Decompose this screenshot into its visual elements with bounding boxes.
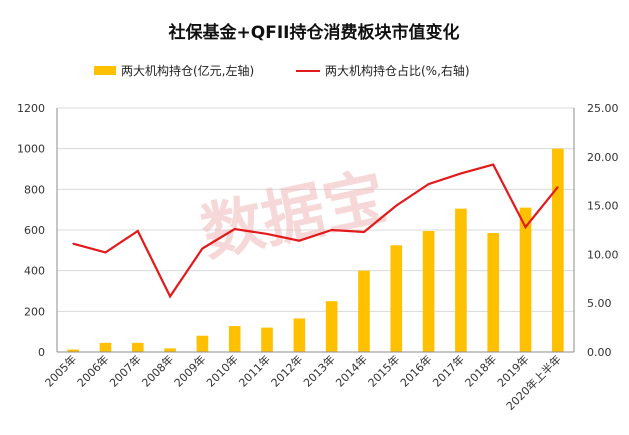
x-tick-label: 2015年 <box>365 352 402 389</box>
y-left-tick-label: 800 <box>24 183 45 196</box>
line-series <box>72 163 559 299</box>
y-right-tick-label: 20.00 <box>587 151 619 164</box>
line-point <box>104 251 107 254</box>
y-right-tick-label: 0.00 <box>587 346 612 359</box>
legend: 两大机构持仓(亿元,左轴) 两大机构持仓占比(%,右轴) <box>94 63 470 78</box>
x-tick-label: 2006年 <box>74 352 111 389</box>
bar <box>487 233 500 352</box>
line-point <box>395 204 398 207</box>
y-left-tick-label: 400 <box>24 265 45 278</box>
line-point <box>266 233 268 235</box>
bar <box>293 318 306 352</box>
bar <box>455 208 467 352</box>
y-left-tick-label: 600 <box>24 224 45 237</box>
y-left-tick-label: 0 <box>38 346 45 359</box>
bar <box>422 231 435 352</box>
axes <box>56 108 575 353</box>
bar <box>99 342 112 352</box>
y-right-tick-label: 25.00 <box>587 102 619 115</box>
x-tick-label: 2005年 <box>42 352 79 389</box>
legend-bar-label: 两大机构持仓(亿元,左轴) <box>121 63 254 78</box>
x-tick-label: 2014年 <box>333 352 370 389</box>
line-point <box>427 183 430 185</box>
line-point <box>169 295 171 298</box>
line-point <box>201 247 204 250</box>
y-left-tick-label: 200 <box>24 305 45 318</box>
x-tick-label: 2008年 <box>139 352 176 389</box>
y-axis-right: 0.00 5.00 10.00 15.00 20.00 25.00 <box>587 102 619 359</box>
line-point <box>233 228 236 230</box>
bar <box>552 148 564 352</box>
x-tick-label: 2016年 <box>397 352 434 389</box>
line-point <box>330 229 333 231</box>
y-right-tick-label: 10.00 <box>587 248 619 261</box>
line-point <box>524 226 527 228</box>
bar-series <box>67 148 564 352</box>
bar <box>67 349 79 352</box>
chart-title: 社保基金+QFII持仓消费板块市值变化 <box>168 22 460 43</box>
line-point <box>72 242 74 245</box>
line-point <box>460 172 462 175</box>
x-tick-label: 2011年 <box>236 352 273 389</box>
line-point <box>557 186 559 188</box>
gridlines <box>57 107 574 312</box>
line-point <box>363 231 365 233</box>
line-series-path <box>72 163 559 299</box>
x-tick-label: 2017年 <box>430 352 467 389</box>
x-tick-label: 2018年 <box>462 352 499 389</box>
legend-bar-swatch <box>94 66 116 75</box>
bar <box>261 327 273 352</box>
bar <box>390 245 403 352</box>
line-point <box>492 163 495 166</box>
y-left-tick-label: 1000 <box>17 143 45 156</box>
x-tick-label: 2010年 <box>203 352 240 389</box>
line-point <box>298 239 301 242</box>
x-tick-label: 2020年上半年 <box>503 352 564 413</box>
bar <box>519 207 532 352</box>
y-left-tick-label: 1200 <box>17 102 45 115</box>
watermark: 数据宝 <box>195 160 392 270</box>
bar <box>164 348 176 352</box>
bar <box>358 270 370 352</box>
y-right-tick-label: 15.00 <box>587 200 619 213</box>
y-right-tick-label: 5.00 <box>587 297 612 310</box>
line-point <box>136 230 139 232</box>
x-tick-label: 2009年 <box>171 352 208 389</box>
x-tick-label: 2012年 <box>268 352 305 389</box>
bar <box>196 335 209 352</box>
x-axis: 2005年2006年2007年2008年2009年2010年2011年2012年… <box>42 352 564 413</box>
y-axis-left: 0 200 400 600 800 1000 1200 <box>17 102 45 359</box>
x-tick-label: 2007年 <box>106 352 143 389</box>
bar <box>131 342 144 352</box>
legend-line-label: 两大机构持仓占比(%,右轴) <box>325 63 470 78</box>
bar <box>228 325 241 352</box>
bar <box>325 301 338 352</box>
x-tick-label: 2013年 <box>300 352 337 389</box>
